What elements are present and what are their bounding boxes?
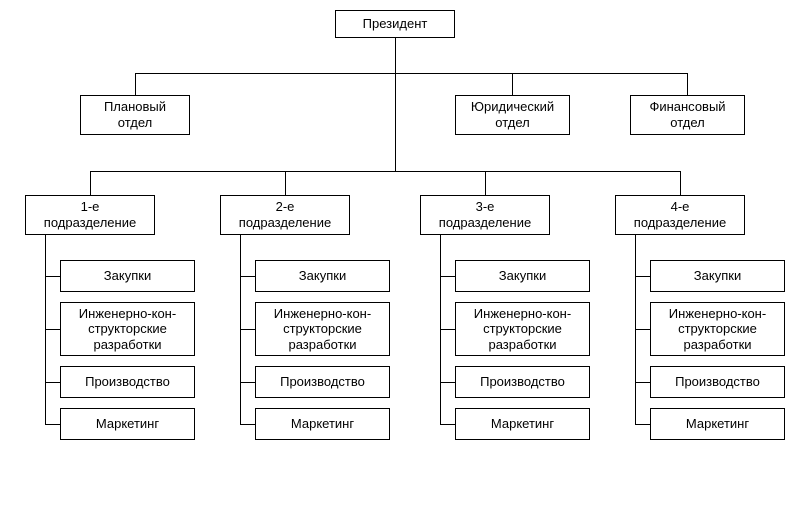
connector xyxy=(440,329,455,330)
connector xyxy=(485,171,486,195)
connector xyxy=(45,424,60,425)
dept-box-planning: Плановый отдел xyxy=(80,95,190,135)
connector xyxy=(635,276,650,277)
func-label: Производство xyxy=(85,374,170,390)
func-box: Маркетинг xyxy=(455,408,590,440)
division-box-4: 4-е подразделение xyxy=(615,195,745,235)
dept-label: Финансовый отдел xyxy=(649,99,725,130)
func-label: Производство xyxy=(480,374,565,390)
connector xyxy=(512,73,513,95)
func-label: Производство xyxy=(675,374,760,390)
connector xyxy=(240,276,255,277)
func-label: Инженерно-кон- структорские разработки xyxy=(669,306,766,353)
connector xyxy=(635,329,650,330)
division-label: 2-е подразделение xyxy=(239,199,331,230)
func-box: Инженерно-кон- структорские разработки xyxy=(60,302,195,356)
division-box-2: 2-е подразделение xyxy=(220,195,350,235)
func-label: Производство xyxy=(280,374,365,390)
connector xyxy=(635,424,650,425)
connector xyxy=(45,382,60,383)
func-box: Закупки xyxy=(455,260,590,292)
connector xyxy=(240,382,255,383)
func-label: Маркетинг xyxy=(96,416,159,432)
connector xyxy=(687,73,688,95)
dept-label: Юридический отдел xyxy=(471,99,554,130)
func-label: Инженерно-кон- структорские разработки xyxy=(79,306,176,353)
func-box: Маркетинг xyxy=(650,408,785,440)
connector xyxy=(395,73,396,171)
func-box: Маркетинг xyxy=(60,408,195,440)
connector xyxy=(90,171,681,172)
connector xyxy=(680,171,681,195)
division-box-1: 1-е подразделение xyxy=(25,195,155,235)
dept-box-legal: Юридический отдел xyxy=(455,95,570,135)
func-box: Производство xyxy=(255,366,390,398)
func-label: Инженерно-кон- структорские разработки xyxy=(474,306,571,353)
division-label: 4-е подразделение xyxy=(634,199,726,230)
connector xyxy=(395,38,396,73)
func-box: Закупки xyxy=(60,260,195,292)
func-box: Закупки xyxy=(255,260,390,292)
org-root-box: Президент xyxy=(335,10,455,38)
func-box: Закупки xyxy=(650,260,785,292)
connector xyxy=(240,329,255,330)
func-box: Производство xyxy=(60,366,195,398)
connector xyxy=(440,382,455,383)
func-label: Закупки xyxy=(299,268,346,284)
connector xyxy=(135,73,688,74)
division-label: 3-е подразделение xyxy=(439,199,531,230)
func-label: Закупки xyxy=(499,268,546,284)
func-box: Производство xyxy=(455,366,590,398)
connector xyxy=(440,276,455,277)
connector xyxy=(45,276,60,277)
connector xyxy=(635,382,650,383)
func-label: Инженерно-кон- структорские разработки xyxy=(274,306,371,353)
func-label: Закупки xyxy=(694,268,741,284)
connector xyxy=(90,171,91,195)
dept-box-finance: Финансовый отдел xyxy=(630,95,745,135)
connector xyxy=(135,73,136,95)
connector xyxy=(440,424,455,425)
func-label: Маркетинг xyxy=(291,416,354,432)
org-root-label: Президент xyxy=(363,16,428,32)
func-box: Инженерно-кон- структорские разработки xyxy=(255,302,390,356)
division-box-3: 3-е подразделение xyxy=(420,195,550,235)
connector xyxy=(45,329,60,330)
func-box: Инженерно-кон- структорские разработки xyxy=(455,302,590,356)
connector xyxy=(285,171,286,195)
func-label: Маркетинг xyxy=(491,416,554,432)
func-box: Инженерно-кон- структорские разработки xyxy=(650,302,785,356)
func-label: Закупки xyxy=(104,268,151,284)
connector xyxy=(240,424,255,425)
func-box: Производство xyxy=(650,366,785,398)
dept-label: Плановый отдел xyxy=(104,99,166,130)
func-label: Маркетинг xyxy=(686,416,749,432)
func-box: Маркетинг xyxy=(255,408,390,440)
division-label: 1-е подразделение xyxy=(44,199,136,230)
